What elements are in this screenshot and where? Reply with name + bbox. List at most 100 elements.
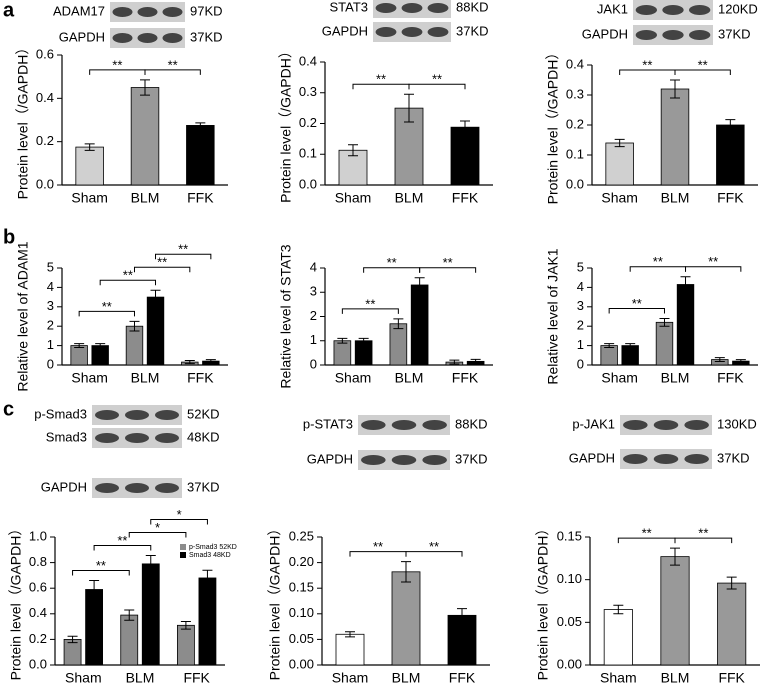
- error-bar: [145, 555, 156, 573]
- blot-band: [137, 33, 158, 43]
- blot-band: [125, 410, 149, 420]
- significance-label: **: [387, 255, 397, 270]
- blot-band: [162, 33, 183, 43]
- significance-label: **: [432, 72, 442, 87]
- x-tick-label: Sham: [601, 190, 638, 206]
- significance-label: **: [698, 57, 708, 72]
- blot-band: [662, 5, 684, 15]
- error-bar: [205, 359, 216, 364]
- y-tick-label: 0.2: [566, 116, 584, 131]
- y-tick-label: 3: [310, 284, 317, 299]
- x-tick-label: FFK: [452, 370, 479, 386]
- y-tick-label: 0.4: [299, 53, 317, 68]
- x-tick-label: BLM: [131, 370, 160, 386]
- y-tick-label: 1: [47, 337, 54, 352]
- blot-size: 37KD: [718, 26, 751, 41]
- error-bar: [670, 547, 680, 566]
- error-bar: [74, 343, 85, 349]
- blot-band: [422, 420, 447, 430]
- significance-label: **: [178, 242, 188, 257]
- y-axis-label: Protein level（/GAPDH）: [278, 44, 294, 203]
- significance-label: **: [123, 268, 133, 283]
- y-tick-label: 3: [577, 298, 584, 313]
- x-tick-label: BLM: [392, 670, 421, 685]
- bar: [338, 149, 368, 186]
- blot-band: [623, 454, 648, 464]
- blot-size: 37KD: [456, 23, 489, 38]
- y-tick-label: 1: [310, 332, 317, 347]
- y-tick-label: 4: [577, 279, 584, 294]
- blot-band: [427, 27, 449, 37]
- error-bar: [95, 343, 106, 349]
- blot-label: p-STAT3: [303, 416, 353, 431]
- y-tick-label: 0.4: [29, 605, 47, 620]
- bar: [410, 284, 429, 366]
- bar: [120, 614, 139, 666]
- blot-band: [95, 483, 119, 493]
- blot-band: [401, 27, 423, 37]
- blot-size: 52KD: [187, 406, 220, 421]
- error-bar: [404, 93, 414, 123]
- x-tick-label: BLM: [131, 190, 160, 206]
- panel-label: c: [3, 398, 14, 420]
- blot-band: [112, 7, 133, 17]
- y-tick-label: 0: [47, 356, 54, 371]
- blot-band: [689, 30, 711, 40]
- blot-label: ADAM17: [53, 3, 105, 18]
- error-bar: [670, 79, 680, 99]
- error-bar: [613, 604, 624, 615]
- blot-band: [155, 483, 179, 493]
- bar: [717, 582, 747, 666]
- blot-label: STAT3: [329, 0, 368, 14]
- bar: [389, 323, 408, 366]
- y-tick-label: 0.0: [299, 176, 317, 191]
- significance-bracket: [128, 532, 187, 538]
- y-axis-label: Relative level of STAT3: [278, 244, 294, 388]
- blot-label: p-Smad3: [34, 406, 87, 421]
- x-tick-label: Sham: [65, 670, 102, 685]
- blot-label: GAPDH: [41, 479, 87, 494]
- y-tick-label: 0.15: [557, 528, 582, 543]
- bar: [63, 639, 82, 666]
- blot-size: 130KD: [717, 416, 757, 431]
- significance-bracket: [78, 310, 135, 317]
- y-tick-label: 0.20: [289, 554, 314, 569]
- blot-size: 88KD: [456, 0, 489, 14]
- error-bar: [460, 120, 470, 134]
- x-tick-label: BLM: [395, 190, 424, 206]
- significance-bracket: [155, 253, 212, 260]
- error-bar: [180, 620, 191, 630]
- bar: [70, 345, 88, 366]
- blot-band: [95, 410, 119, 420]
- error-bar: [89, 580, 100, 599]
- significance-label: **: [698, 526, 708, 541]
- error-bar: [714, 357, 725, 363]
- blot-size: 120KD: [718, 1, 758, 16]
- blot-band: [422, 455, 447, 465]
- error-bar: [184, 360, 195, 365]
- error-bar: [84, 143, 95, 151]
- blot-band: [155, 433, 179, 443]
- blot-band: [361, 420, 386, 430]
- bar: [146, 296, 165, 366]
- y-tick-label: 3: [47, 298, 54, 313]
- y-tick-label: 0.8: [29, 554, 47, 569]
- panel-label: b: [3, 226, 15, 248]
- y-tick-label: 0: [310, 356, 317, 371]
- blot-size: 37KD: [717, 450, 750, 465]
- blot-band: [427, 3, 449, 13]
- y-tick-label: 0.0: [29, 656, 47, 671]
- error-bar: [358, 337, 369, 344]
- error-bar: [735, 359, 746, 364]
- error-bar: [67, 635, 78, 644]
- significance-bracket: [405, 551, 463, 557]
- x-tick-label: FFK: [449, 670, 476, 685]
- blot-band: [162, 7, 183, 17]
- x-tick-label: Sham: [601, 370, 638, 386]
- y-tick-label: 0.1: [566, 146, 584, 161]
- error-bar: [393, 318, 404, 330]
- y-tick-label: 0: [577, 356, 584, 371]
- significance-bracket: [133, 266, 191, 273]
- significance-label: **: [653, 254, 663, 269]
